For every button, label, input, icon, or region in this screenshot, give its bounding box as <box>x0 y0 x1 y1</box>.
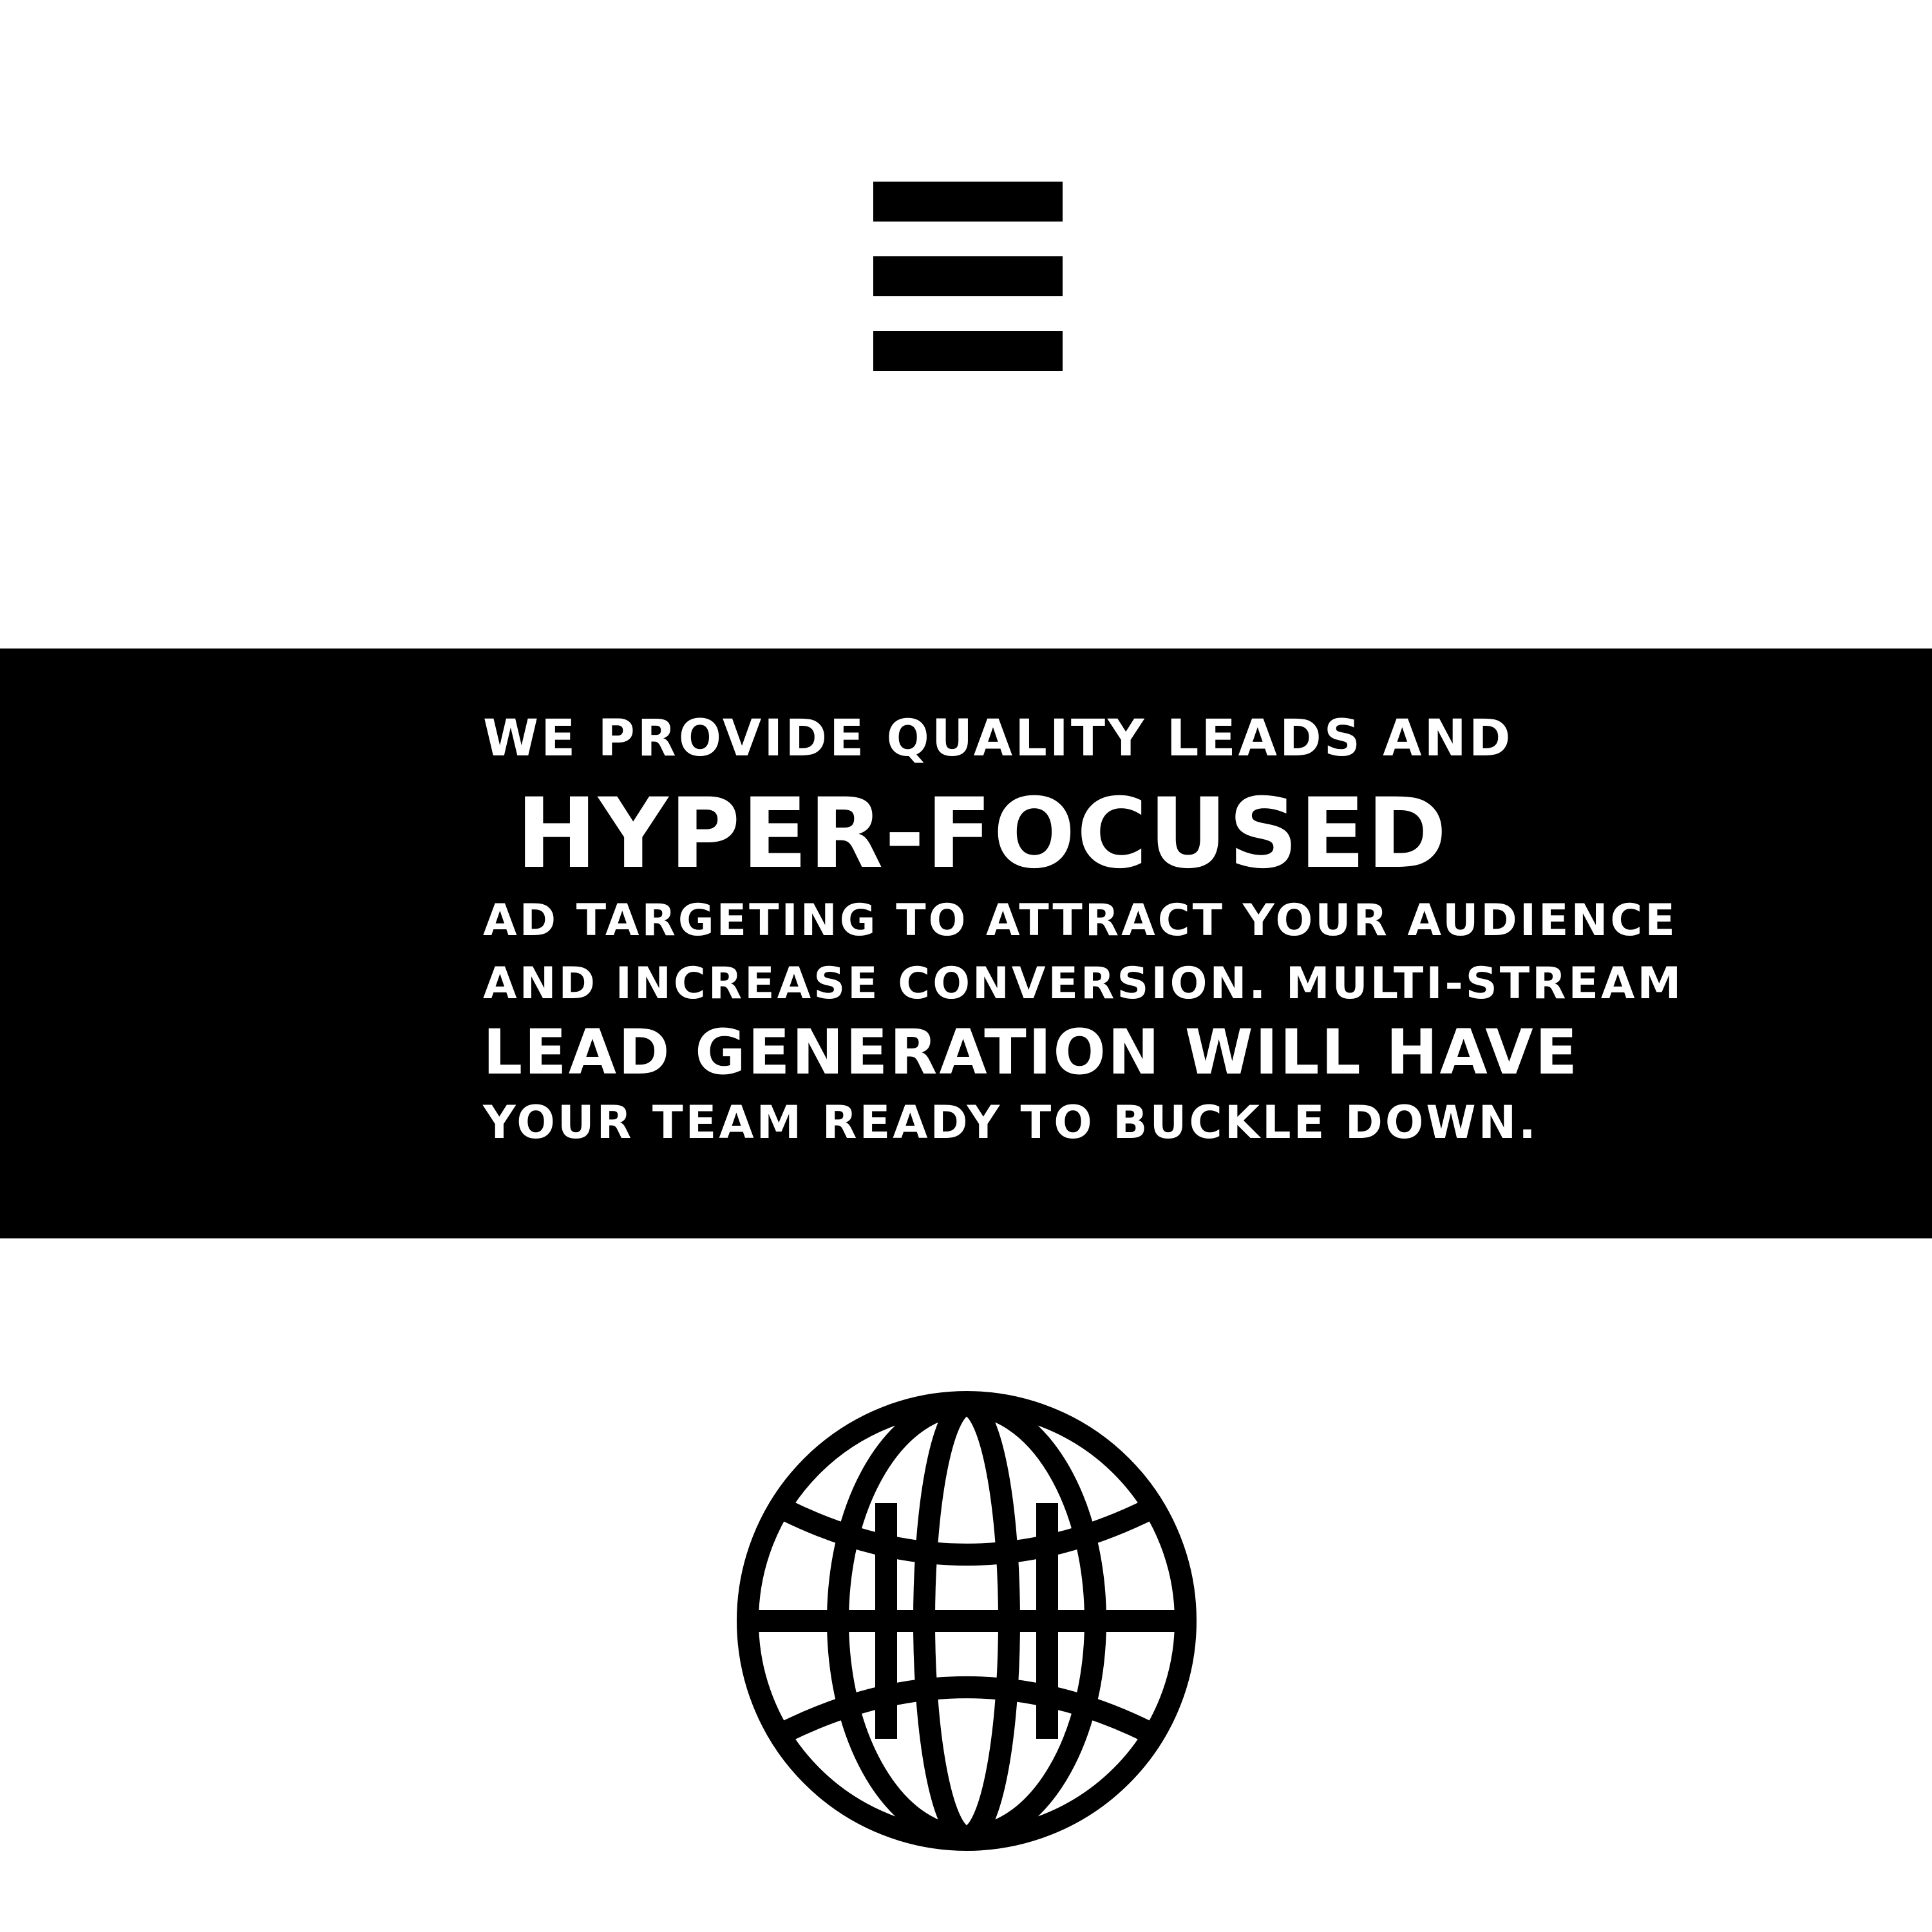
banner-headline: HYPER-FOCUSED <box>516 778 1448 890</box>
banner-line-6: YOUR TEAM READY TO BUCKLE DOWN. <box>483 1096 1539 1149</box>
promo-banner <box>0 649 1932 1238</box>
banner-line-4: AND INCREASE CONVERSION. MULTI-STREAM <box>483 958 1684 1009</box>
banner-line-1: WE PROVIDE QUALITY LEADS AND <box>483 710 1513 768</box>
globe-icon <box>733 1387 1200 1855</box>
globe-parallel-bottom <box>779 1676 1154 1743</box>
menu-bar-middle <box>873 256 1063 296</box>
menu-bar-top <box>873 182 1063 222</box>
globe-bar-left <box>875 1503 897 1739</box>
banner-text: WE PROVIDE QUALITY LEADS AND HYPER-FOCUS… <box>483 710 1684 1149</box>
globe-graphic <box>737 1391 1197 1851</box>
globe-bar-right <box>1036 1503 1058 1739</box>
hamburger-menu-icon[interactable] <box>873 182 1063 371</box>
banner-line-3: AD TARGETING TO ATTRACT YOUR AUDIENCE <box>483 895 1678 946</box>
globe-parallel-top <box>779 1499 1154 1566</box>
menu-bar-bottom <box>873 331 1063 371</box>
globe-equator <box>747 1610 1186 1632</box>
banner-line-5: LEAD GENERATION WILL HAVE <box>483 1016 1580 1088</box>
